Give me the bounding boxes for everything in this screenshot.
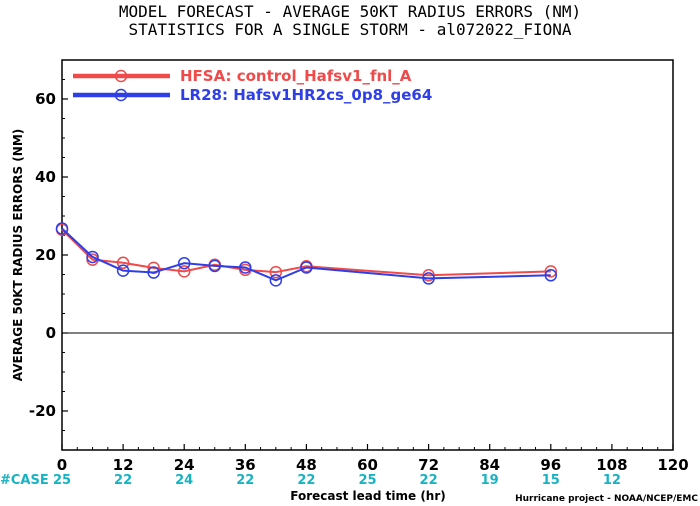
x-tick-label: 24 [174, 456, 195, 474]
x-tick-label: 108 [596, 456, 627, 474]
data-point [177, 256, 191, 270]
chart-title-line-2: STATISTICS FOR A SINGLE STORM - al072022… [128, 20, 571, 39]
x-axis-label: Forecast lead time (hr) [290, 489, 446, 503]
y-tick-label: 0 [46, 324, 56, 342]
data-point [422, 272, 435, 285]
data-point [239, 261, 252, 274]
case-count: 22 [297, 473, 315, 488]
case-counts-row: 25 22 24 22 22 25 22 19 15 12 [53, 473, 621, 488]
case-count: 22 [114, 473, 132, 488]
data-point [422, 269, 435, 282]
plot-area-frame [61, 59, 674, 451]
data-point [116, 264, 130, 277]
data-point [116, 256, 130, 270]
legend-swatch-marker [114, 88, 128, 102]
data-point [269, 265, 283, 279]
x-axis: 0 12 24 36 48 60 72 84 96 108 120 [57, 444, 689, 474]
data-point [300, 261, 313, 274]
x-tick-label: 60 [357, 456, 378, 474]
x-tick-label: 84 [479, 456, 500, 474]
x-tick-label: 96 [540, 456, 561, 474]
y-tick-label: 60 [35, 90, 56, 108]
data-point [544, 269, 558, 282]
data-point [86, 250, 99, 264]
data-point [208, 259, 221, 273]
y-axis-label: AVERAGE 50KT RADIUS ERRORS (NM) [11, 129, 25, 381]
legend-item-1: HFSA: control_Hafsv1_fnl_A [73, 67, 412, 85]
x-tick-label: 120 [657, 456, 688, 474]
chart-title-line-1: MODEL FORECAST - AVERAGE 50KT RADIUS ERR… [119, 2, 581, 21]
x-tick-label: 36 [235, 456, 256, 474]
case-count: 19 [481, 473, 499, 488]
y-tick-label: 40 [35, 168, 56, 186]
x-tick-label: 12 [113, 456, 134, 474]
legend-label: LR28: Hafsv1HR2cs_0p8_ge64 [180, 86, 432, 104]
case-count: 25 [358, 473, 376, 488]
case-label: #CASE [0, 473, 49, 488]
series-line [61, 227, 551, 282]
case-count: 22 [236, 473, 254, 488]
case-count: 15 [542, 473, 560, 488]
case-count: 24 [175, 473, 193, 488]
series-2 [55, 222, 558, 287]
legend-item-2: LR28: Hafsv1HR2cs_0p8_ge64 [73, 86, 432, 104]
x-tick-label: 72 [418, 456, 439, 474]
x-tick-label: 0 [57, 456, 67, 474]
x-tick-label: 48 [296, 456, 317, 474]
legend-label: HFSA: control_Hafsv1_fnl_A [180, 67, 412, 85]
data-point [147, 266, 160, 279]
y-tick-label: 20 [35, 246, 56, 264]
case-count: 25 [53, 473, 71, 488]
legend-swatch-marker [114, 69, 128, 83]
y-axis: -20 0 20 40 60 [29, 59, 68, 451]
y-tick-label: -20 [29, 402, 56, 420]
case-count: 12 [603, 473, 621, 488]
series-layer [55, 222, 558, 287]
series-line [61, 228, 551, 277]
data-point [55, 222, 69, 235]
case-count: 22 [420, 473, 438, 488]
data-point [177, 265, 191, 278]
data-point [544, 265, 558, 278]
data-point [269, 274, 283, 287]
credit-text: Hurricane project - NOAA/NCEP/EMC [515, 494, 698, 504]
